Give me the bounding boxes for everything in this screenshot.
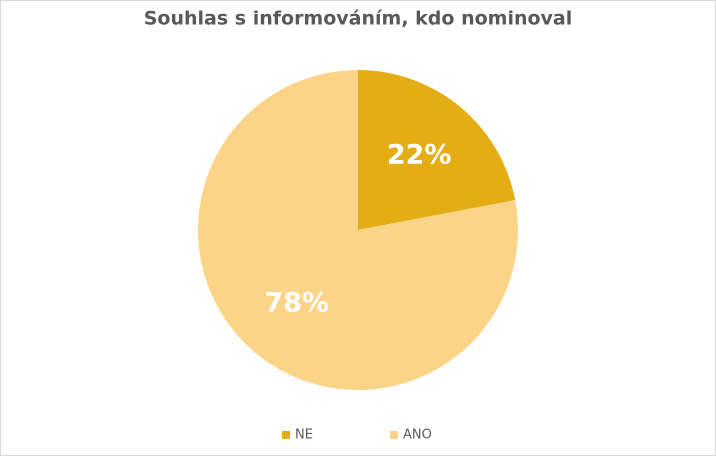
pie-slice: [198, 70, 519, 390]
data-label: 78%: [264, 287, 329, 318]
legend-label: NE: [295, 428, 313, 443]
pie-slice: [358, 70, 516, 230]
data-label: 22%: [387, 140, 452, 171]
chart-title: Souhlas s informováním, kdo nominoval: [144, 8, 573, 30]
legend-swatch: [390, 431, 398, 439]
legend-label: ANO: [403, 428, 432, 443]
legend-swatch: [282, 431, 290, 439]
